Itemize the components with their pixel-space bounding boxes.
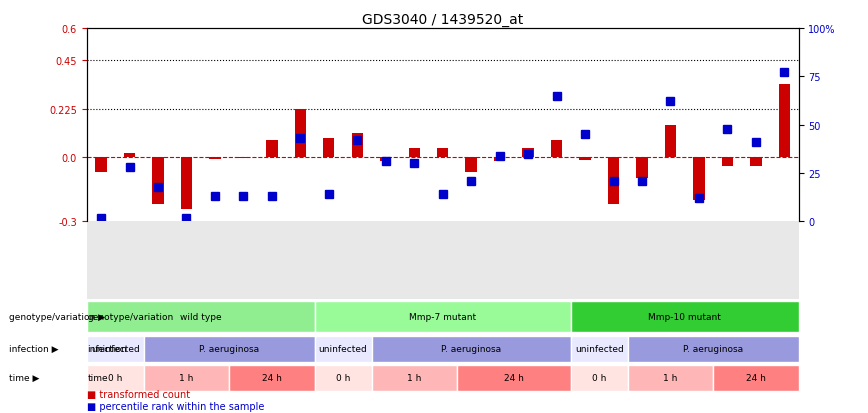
Text: uninfected: uninfected (319, 344, 367, 354)
Bar (694, 158, 705, 200)
FancyBboxPatch shape (372, 336, 571, 362)
Bar (437, 149, 449, 158)
Text: ■ transformed count: ■ transformed count (87, 389, 190, 399)
Bar (380, 158, 391, 162)
FancyBboxPatch shape (571, 336, 628, 362)
Text: P. aeruginosa: P. aeruginosa (683, 344, 743, 354)
Bar (665, 126, 676, 158)
Title: GDS3040 / 1439520_at: GDS3040 / 1439520_at (362, 12, 523, 26)
Text: time ▶: time ▶ (9, 373, 39, 382)
FancyBboxPatch shape (628, 365, 713, 391)
FancyBboxPatch shape (87, 365, 144, 391)
Text: wild type: wild type (180, 312, 221, 321)
Bar (124, 153, 135, 158)
Bar (352, 134, 363, 158)
Bar (95, 158, 107, 173)
Bar (721, 158, 733, 166)
Text: time: time (88, 373, 108, 382)
Bar (551, 140, 562, 158)
FancyBboxPatch shape (457, 365, 571, 391)
Text: 0 h: 0 h (108, 373, 122, 382)
Text: 0 h: 0 h (592, 373, 607, 382)
FancyBboxPatch shape (628, 336, 799, 362)
Text: genotype/variation ▶: genotype/variation ▶ (9, 312, 105, 321)
Bar (465, 158, 477, 173)
Text: P. aeruginosa: P. aeruginosa (199, 344, 260, 354)
Text: infection ▶: infection ▶ (9, 344, 58, 354)
FancyBboxPatch shape (144, 336, 314, 362)
Bar (579, 158, 591, 161)
FancyBboxPatch shape (229, 365, 314, 391)
Text: uninfected: uninfected (91, 344, 140, 354)
Bar (238, 158, 249, 159)
Bar (152, 158, 164, 205)
Bar (494, 158, 505, 162)
Bar (209, 158, 220, 160)
Text: ■ percentile rank within the sample: ■ percentile rank within the sample (87, 401, 264, 411)
Bar (779, 85, 790, 158)
Text: 1 h: 1 h (663, 373, 678, 382)
Bar (608, 158, 619, 205)
Text: 24 h: 24 h (746, 373, 766, 382)
Text: uninfected: uninfected (575, 344, 623, 354)
FancyBboxPatch shape (314, 365, 372, 391)
FancyBboxPatch shape (87, 336, 144, 362)
Text: P. aeruginosa: P. aeruginosa (441, 344, 501, 354)
FancyBboxPatch shape (372, 365, 457, 391)
FancyBboxPatch shape (314, 336, 372, 362)
Text: 1 h: 1 h (180, 373, 194, 382)
FancyBboxPatch shape (314, 301, 571, 333)
Bar (636, 158, 648, 179)
Bar (266, 140, 278, 158)
FancyBboxPatch shape (571, 301, 799, 333)
Bar (294, 109, 306, 158)
Bar (750, 158, 761, 166)
Bar (323, 138, 334, 158)
Bar (523, 149, 534, 158)
FancyBboxPatch shape (713, 365, 799, 391)
Text: 1 h: 1 h (407, 373, 421, 382)
Text: Mmp-7 mutant: Mmp-7 mutant (409, 312, 477, 321)
Text: Mmp-10 mutant: Mmp-10 mutant (648, 312, 721, 321)
FancyBboxPatch shape (144, 365, 229, 391)
Text: 24 h: 24 h (504, 373, 523, 382)
FancyBboxPatch shape (87, 301, 314, 333)
Text: genotype/variation: genotype/variation (88, 312, 174, 321)
Bar (181, 158, 192, 209)
Text: 0 h: 0 h (336, 373, 350, 382)
Bar (409, 149, 420, 158)
Text: infection: infection (88, 344, 127, 354)
Text: 24 h: 24 h (262, 373, 282, 382)
FancyBboxPatch shape (571, 365, 628, 391)
